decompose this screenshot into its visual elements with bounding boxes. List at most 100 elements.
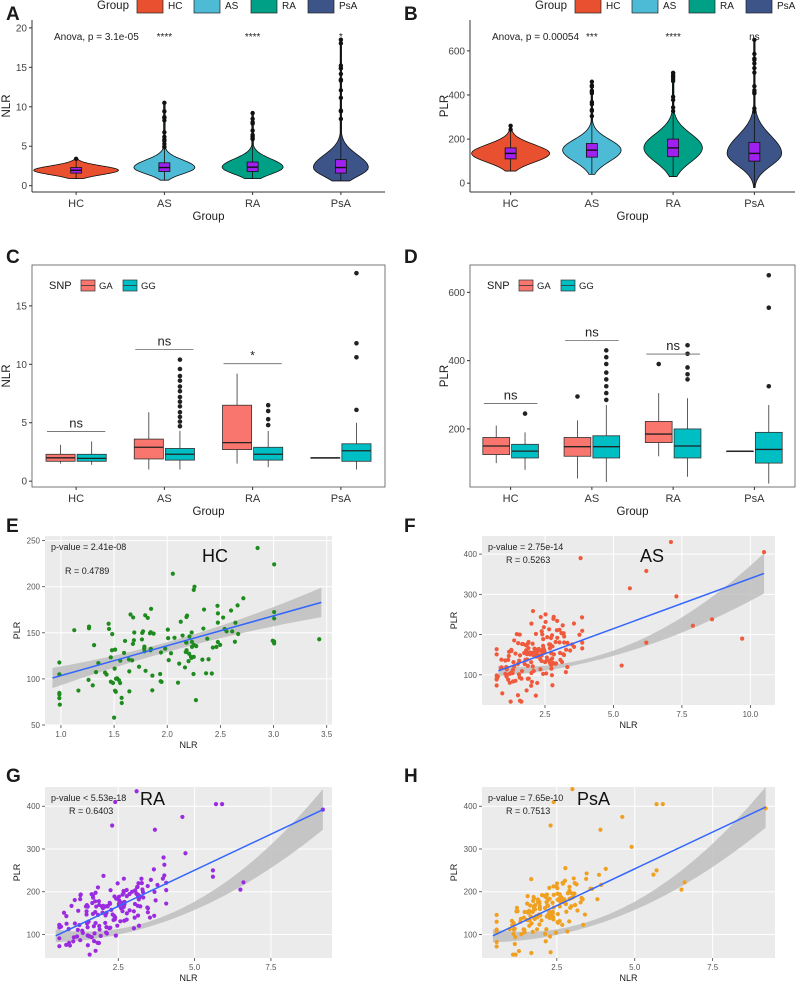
significance-label: ****: [245, 32, 261, 43]
scatter-point: [569, 891, 574, 896]
box-ga: [482, 425, 511, 464]
scatter-point: [178, 619, 183, 624]
scatter-point: [567, 919, 572, 924]
scatter-point: [175, 680, 181, 685]
scatter-point: [57, 690, 62, 696]
scatter-point: [108, 888, 113, 893]
significance-label: ns: [158, 334, 172, 349]
scatter-point: [598, 827, 603, 832]
scatter-point: [499, 657, 504, 662]
y-axis-title: PLR: [12, 621, 22, 639]
x-tick-label: HC: [68, 198, 84, 210]
scatter-point: [162, 873, 167, 878]
scatter-point: [136, 664, 142, 669]
box-outlier-point: [354, 340, 359, 346]
violin-outlier-point: [752, 65, 757, 71]
scatter-point: [136, 923, 142, 928]
scatter-point: [740, 636, 745, 641]
scatter-point: [109, 648, 115, 653]
scatter-point: [543, 619, 548, 625]
scatter-point: [543, 939, 548, 944]
scatter-point: [555, 897, 560, 902]
scatter-point: [550, 909, 555, 914]
legend-swatch: [688, 0, 716, 14]
p-value-label: p-value = 2.41e-08: [51, 542, 126, 552]
x-axis-title: NLR: [619, 720, 638, 730]
scatter-point: [554, 884, 559, 889]
significance-label: ****: [157, 32, 173, 43]
scatter-point: [761, 550, 767, 555]
scatter-point: [103, 920, 108, 926]
x-axis-title: NLR: [179, 973, 198, 983]
scatter-point: [530, 641, 535, 646]
box-outlier-point: [685, 371, 690, 377]
y-tick-label: 200: [464, 888, 478, 897]
scatter-point: [526, 645, 531, 651]
scatter-point: [141, 895, 146, 900]
x-tick-label: 2.5: [551, 963, 563, 972]
scatter-point: [525, 641, 530, 646]
scatter-point: [512, 926, 517, 931]
scatter-point: [255, 545, 260, 551]
scatter-point: [557, 640, 562, 645]
scatter-point: [108, 679, 113, 684]
scatter-point: [584, 876, 589, 882]
scatter-point: [500, 691, 505, 696]
box-outlier-point: [603, 354, 609, 360]
scatter-point: [654, 868, 659, 873]
scatter-point: [85, 925, 90, 930]
x-tick-label: RA: [665, 493, 681, 505]
significance-label: ***: [586, 32, 598, 43]
x-tick-label: 1.0: [55, 730, 67, 739]
scatter-point: [96, 899, 101, 904]
scatter-point: [215, 603, 220, 608]
scatter-point: [166, 658, 171, 663]
scatter-point: [563, 670, 568, 675]
scatter-point: [529, 679, 535, 684]
scatter-point: [164, 888, 169, 893]
y-tick-label: 600: [448, 288, 465, 299]
box-gg: [511, 411, 539, 470]
x-tick-label: 1.5: [109, 730, 121, 739]
violin-outlier-point: [338, 88, 344, 93]
scatter-point: [104, 931, 110, 936]
scatter-point: [241, 880, 246, 885]
scatter-point: [577, 632, 582, 637]
scatter-point: [184, 614, 189, 620]
scatter-point: [210, 874, 216, 879]
box-outlier-point: [766, 383, 772, 389]
chart-panel-c: 0 5 10 15 HC AS RA PsA Group NLR SNP GA GG ns ns *: [1, 264, 386, 518]
box-outlier-point: [177, 423, 183, 429]
scatter-point: [528, 903, 533, 908]
p-value-label: p-value < 5.53e-18: [51, 793, 126, 803]
scatter-point: [121, 904, 126, 910]
violin-outlier-point: [752, 57, 757, 63]
violin-outlier-point: [338, 108, 344, 113]
legend-label: GA: [99, 281, 113, 292]
scatter-point: [233, 620, 238, 625]
y-tick-label: 400: [448, 356, 465, 367]
confidence-band: [498, 553, 765, 677]
scatter-point: [512, 941, 517, 947]
box-outlier-point: [685, 365, 690, 370]
scatter-point: [581, 922, 586, 927]
scatter-point: [568, 648, 573, 653]
scatter-point: [516, 641, 521, 646]
box-gg: [592, 348, 621, 482]
scatter-point: [115, 881, 120, 886]
scatter-point: [108, 925, 113, 930]
scatter-point: [189, 630, 194, 635]
scatter-point: [538, 614, 543, 620]
y-tick-label: 100: [27, 930, 41, 939]
scatter-point: [660, 802, 665, 807]
scatter-point: [136, 881, 141, 886]
violin-outlier-point: [250, 116, 255, 121]
scatter-point: [544, 658, 549, 663]
x-tick-label: RA: [245, 198, 261, 210]
scatter-point: [548, 823, 553, 828]
scatter-point: [541, 636, 546, 642]
box-outlier-point: [177, 378, 183, 383]
scatter-point: [90, 893, 95, 898]
scatter-point: [525, 894, 530, 899]
scatter-point: [162, 862, 167, 867]
